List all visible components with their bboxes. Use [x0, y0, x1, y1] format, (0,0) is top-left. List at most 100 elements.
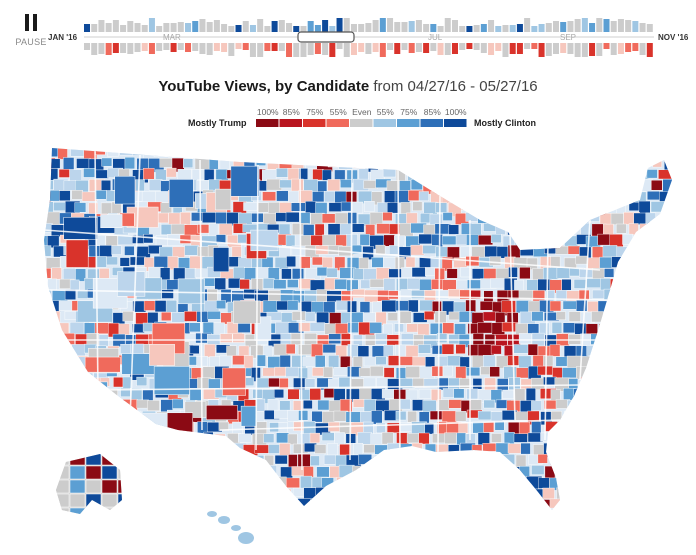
county-cell: [616, 246, 631, 258]
timeline-month-jul: JUL: [428, 33, 443, 42]
legend-swatch: [444, 119, 467, 127]
county-cell: [490, 345, 502, 355]
county-cell: [159, 443, 173, 454]
county-cell: [664, 510, 679, 522]
county-cell: [70, 148, 86, 157]
county-cell: [268, 488, 281, 500]
county-cell: [575, 499, 586, 510]
county-cell: [262, 191, 276, 201]
county-cell: [591, 444, 602, 453]
timeline-scrub-window[interactable]: [297, 31, 355, 43]
county-cell: [44, 334, 51, 349]
county-cell: [603, 508, 616, 510]
county-cell: [588, 148, 599, 161]
legend: Mostly Trump Mostly Clinton 100% 85% 75% 55…: [188, 107, 536, 128]
county-cell: [60, 410, 70, 422]
county-cell: [101, 454, 118, 466]
county-cell: [122, 487, 134, 500]
county-cell: [189, 345, 200, 354]
county-cell: [664, 157, 672, 171]
county-cell: [650, 201, 665, 213]
county-cell: [575, 410, 586, 420]
county-cell: [117, 479, 122, 494]
county-cell: [551, 212, 563, 223]
county-cell: [285, 234, 296, 247]
county-cell: [401, 466, 415, 477]
county-cell: [479, 477, 496, 491]
timeline-bar-clinton: [379, 18, 386, 32]
county-cell: [316, 511, 329, 519]
county-cell: [513, 433, 528, 443]
timeline-bar-trump: [560, 43, 567, 53]
county-cell: [412, 399, 425, 411]
county-cell: [575, 255, 589, 265]
county-cell: [287, 388, 300, 400]
county-cell: [182, 158, 194, 168]
county-cell: [646, 454, 657, 464]
county-cell: [455, 411, 467, 422]
county-cell: [513, 344, 530, 354]
county-cell: [564, 410, 576, 425]
timeline-bar-trump: [257, 43, 264, 57]
county-cell: [154, 454, 168, 464]
county-cell: [279, 179, 294, 189]
county-cell: [521, 487, 532, 497]
county-cell: [478, 191, 493, 203]
county-cell: [435, 466, 446, 476]
county-cell: [309, 432, 321, 444]
county-cell: [222, 367, 246, 396]
county-cell: [141, 191, 157, 203]
pause-button[interactable]: PAUSE: [14, 14, 48, 47]
county-cell: [628, 487, 643, 497]
county-cell: [256, 509, 268, 510]
county-cell: [334, 279, 347, 290]
county-cell: [454, 323, 466, 336]
county-cell: [448, 224, 459, 235]
timeline-bar-clinton: [350, 24, 357, 32]
county-cell: [45, 366, 58, 381]
county-cell: [640, 158, 651, 167]
county-cell: [456, 191, 467, 206]
county-cell: [44, 279, 47, 290]
county-cell: [550, 235, 563, 249]
timeline-bar-trump: [495, 43, 502, 51]
county-cell: [530, 224, 544, 235]
timeline-clinton-bars: [84, 18, 653, 32]
county-cell: [626, 289, 640, 301]
county-cell: [47, 300, 61, 313]
county-cell: [85, 479, 102, 494]
alaska-cells: [56, 454, 122, 514]
timeline-bar-clinton: [336, 18, 343, 32]
timeline[interactable]: JAN '16 NOV '16 MAR JUL SEP: [0, 0, 696, 60]
county-cell: [569, 422, 580, 433]
timeline-bar-trump: [206, 43, 213, 55]
timeline-bar-trump: [271, 43, 278, 51]
county-cell: [675, 269, 687, 280]
county-cell: [501, 300, 516, 314]
timeline-bar-clinton: [170, 23, 177, 32]
county-cell: [327, 443, 338, 457]
county-cell: [220, 333, 233, 343]
county-cell: [670, 455, 672, 470]
county-cell: [435, 202, 448, 213]
county-cell: [98, 399, 113, 412]
county-cell: [285, 211, 301, 223]
county-cell: [383, 234, 395, 247]
county-cell: [71, 190, 84, 200]
timeline-bar-clinton: [589, 23, 596, 32]
county-cell: [202, 322, 215, 335]
county-cell: [273, 279, 287, 290]
county-cell: [243, 355, 254, 369]
county-cell: [573, 477, 589, 490]
county-cell: [449, 465, 464, 475]
county-cell: [65, 355, 79, 369]
county-cell: [587, 212, 600, 222]
county-cell: [63, 217, 98, 240]
legend-swatch: [256, 119, 279, 127]
county-cell: [58, 433, 75, 444]
county-cell: [470, 487, 481, 498]
county-cell: [46, 322, 58, 334]
county-cell: [291, 157, 304, 170]
county-cell: [262, 278, 275, 289]
